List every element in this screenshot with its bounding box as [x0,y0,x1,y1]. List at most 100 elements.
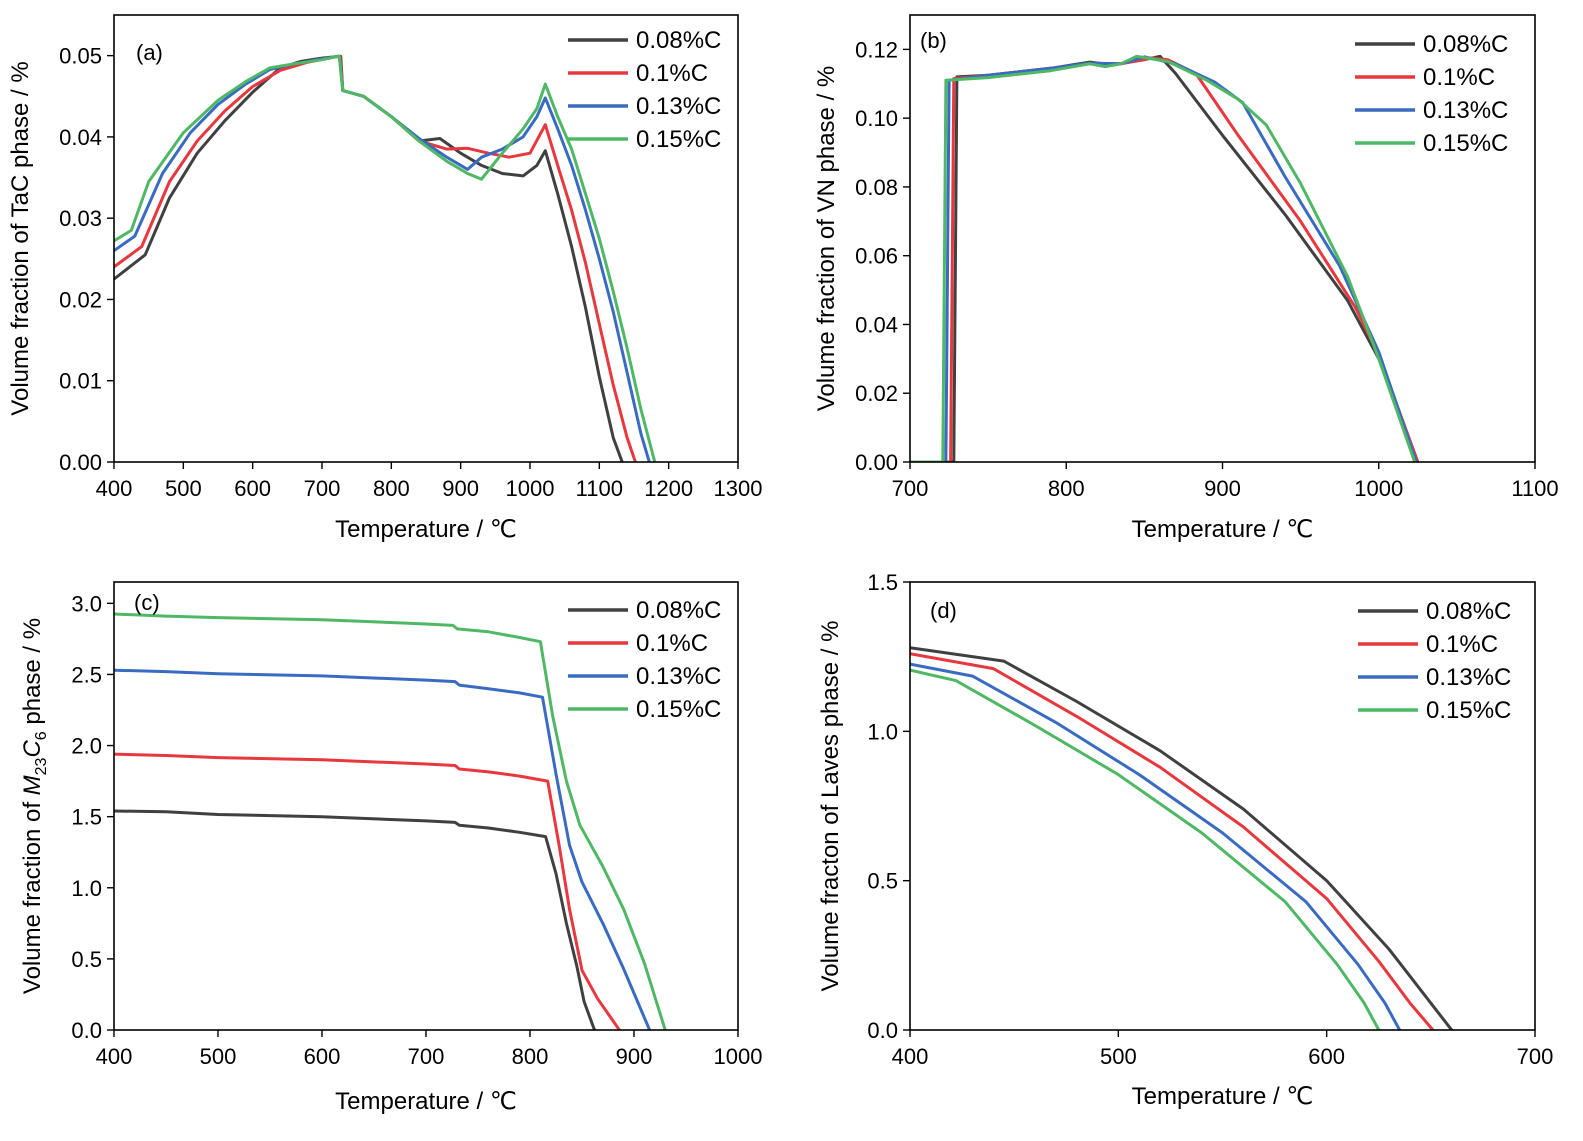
legend: 0.08%C 0.1%C 0.13%C 0.15%C [1355,31,1508,157]
y-tick-label: 0.06 [855,244,898,269]
x-tick-label: 1100 [576,476,623,501]
plot-frame [909,581,1536,1031]
x-axis-title: Temperature / ℃ [1132,1083,1314,1110]
series-line-015C [114,612,667,1030]
series-line-01C [910,652,1435,1030]
series-line-015C [114,54,657,462]
series-lines [910,646,1454,1030]
legend-label: 0.08%C [1426,598,1511,625]
x-tick-label: 900 [1204,476,1241,501]
x-tick-label: 1100 [1511,476,1558,501]
series-lines [910,54,1420,462]
series-line-01C [114,752,621,1030]
x-tick-label: 600 [234,476,271,501]
chart-panel-c: 400 500 600 700 800 900 1000 0.0 0.5 1.0 1.5 2.0 2.5… [19,581,763,1115]
y-axis-title: Volume fracton of Laves phase / % [817,621,844,992]
panel-label: (b) [920,28,947,53]
y-axis-title: Volume fraction of VN phase / % [813,66,840,412]
legend: 0.08%C 0.1%C 0.13%C 0.15%C [1358,598,1511,724]
y-tick-label: 1.5 [867,570,898,595]
y-tick-label: 0.03 [59,206,102,231]
x-axis-title: Temperature / ℃ [335,1088,517,1115]
legend-label: 0.15%C [636,696,721,723]
legend-label: 0.1%C [636,630,708,657]
legend-label: 0.08%C [1423,31,1508,58]
x-axis-title: Temperature / ℃ [335,516,517,543]
chart-panel-d: 400 500 600 700 0.0 0.5 1.0 1.5 Temperature / ℃ V… [817,570,1553,1110]
legend-label: 0.13%C [636,663,721,690]
x-tick-label: 400 [96,1044,133,1069]
x-tick-label: 700 [304,476,341,501]
plot-frame [113,14,739,463]
x-tick-label: 500 [165,476,202,501]
legend-label: 0.15%C [1423,130,1508,157]
legend-label: 0.08%C [636,27,721,54]
legend-label: 0.1%C [1423,64,1495,91]
x-tick-label: 400 [892,1044,929,1069]
legend-label: 0.15%C [1426,697,1511,724]
x-tick-label: 900 [616,1044,653,1069]
x-tick-label: 1300 [714,476,763,501]
y-tick-label: 0.01 [59,369,102,394]
x-tick-label: 1200 [644,476,693,501]
x-tick-label: 900 [442,476,479,501]
y-axis-title: Volume fraction of M23C6 phase / % [19,618,50,994]
y-tick-label: 0.04 [855,312,898,337]
y-tick-label: 2.0 [71,734,102,759]
x-tick-label: 1000 [506,476,555,501]
y-tick-label: 0.02 [59,287,102,312]
x-tick-label: 700 [892,476,929,501]
y-tick-label: 0.0 [71,1018,102,1043]
legend-label: 0.1%C [636,60,708,87]
y-tick-label: 0.05 [59,44,102,69]
legend-label: 0.13%C [1423,97,1508,124]
legend: 0.08%C 0.1%C 0.13%C 0.15%C [568,27,721,153]
series-line-008C [114,809,596,1030]
series-line-01C [910,56,1420,462]
y-tick-label: 1.5 [71,805,102,830]
x-tick-label: 700 [408,1044,445,1069]
x-tick-label: 800 [1048,476,1085,501]
y-tick-label: 1.0 [867,719,898,744]
x-tick-label: 500 [1100,1044,1137,1069]
y-tick-label: 0.5 [867,869,898,894]
y-axis-title: Volume fraction of TaC phase / % [7,61,34,415]
x-axis-title: Temperature / ℃ [1132,516,1314,543]
y-tick-label: 0.00 [59,450,102,475]
legend-label: 0.15%C [636,126,721,153]
y-tick-label: 0.02 [855,381,898,406]
y-tick-label: 3.0 [71,591,102,616]
chart-panel-b: 700 800 900 1000 1100 0.00 0.02 0.04 0.06 0.08 0.1… [813,14,1559,543]
y-tick-label: 0.0 [867,1018,898,1043]
legend-label: 0.13%C [636,93,721,120]
y-tick-label: 2.5 [71,662,102,687]
legend-label: 0.08%C [636,597,721,624]
y-tick-label: 0.10 [855,106,898,131]
chart-panel-a: 400 500 600 700 800 900 1000 1100 1200 1300 0.00 0.… [7,14,763,543]
y-tick-label: 0.04 [59,125,102,150]
series-line-013C [114,54,651,462]
series-line-015C [910,668,1381,1030]
series-line-013C [114,668,652,1030]
legend-label: 0.1%C [1426,631,1498,658]
y-tick-label: 0.5 [71,947,102,972]
x-tick-label: 800 [373,476,410,501]
legend: 0.08%C 0.1%C 0.13%C 0.15%C [568,597,721,723]
series-line-015C [910,54,1417,462]
x-tick-label: 800 [512,1044,549,1069]
x-tick-label: 500 [200,1044,237,1069]
y-tick-label: 0.12 [855,37,898,62]
series-line-013C [910,662,1402,1030]
x-tick-label: 1000 [1354,476,1403,501]
y-tick-label: 0.08 [855,175,898,200]
legend-label: 0.13%C [1426,664,1511,691]
x-tick-label: 1000 [714,1044,763,1069]
x-tick-label: 700 [1517,1044,1554,1069]
series-line-008C [910,54,1420,462]
x-tick-label: 600 [1308,1044,1345,1069]
y-tick-label: 1.0 [71,876,102,901]
series-line-008C [910,646,1454,1030]
series-lines [114,612,667,1030]
series-lines [114,54,657,462]
